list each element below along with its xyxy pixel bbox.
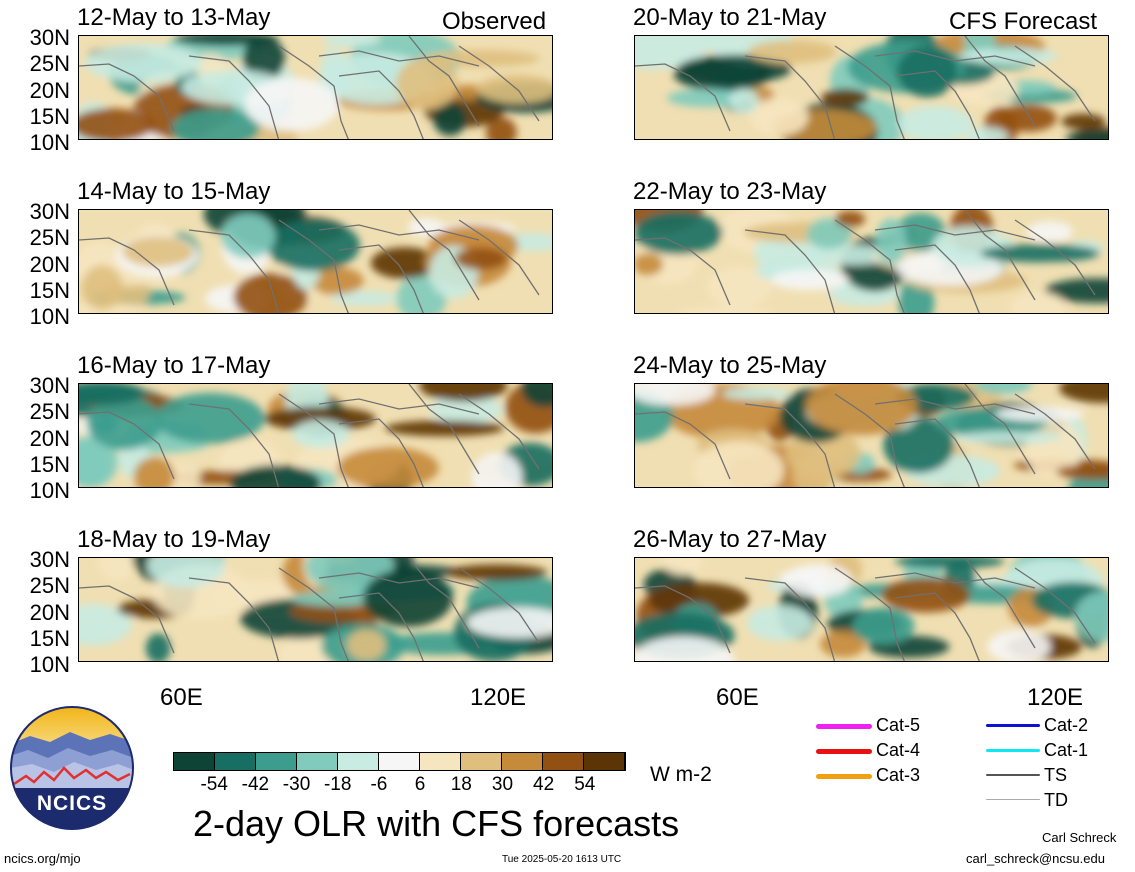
colorbar-label: -30 (282, 774, 311, 795)
panel-title: 14-May to 15-May (77, 178, 271, 205)
legend-label: Cat-2 (1044, 715, 1089, 735)
colorbar-label: -18 (323, 774, 352, 795)
lat-label: 30N (29, 373, 70, 398)
colorbar-swatch (502, 753, 543, 770)
olr-map-panel (634, 383, 1109, 488)
lat-label: 25N (29, 399, 70, 424)
lat-label: 20N (29, 252, 70, 277)
colorbar-label: 30 (491, 774, 514, 795)
lat-label: 25N (29, 225, 70, 250)
olr-map-panel (634, 557, 1109, 662)
olr-colorbar (173, 752, 626, 771)
olr-map-panel (78, 35, 553, 140)
legend-swatch (986, 724, 1040, 727)
ncics-logo: NCICS (10, 706, 134, 830)
observed-label: Observed (442, 8, 547, 35)
olr-map-panel (78, 209, 553, 314)
lat-label: 30N (29, 547, 70, 572)
panel-title: 20-May to 21-May (633, 4, 827, 31)
lon-label: 60E (716, 684, 759, 711)
colorbar-swatch (338, 753, 379, 770)
colorbar-swatch (584, 753, 625, 770)
lat-label: 25N (29, 573, 70, 598)
legend-swatch (986, 749, 1040, 752)
colorbar-label: 42 (533, 774, 555, 795)
source-url: ncics.org/mjo (4, 851, 81, 866)
author-name: Carl Schreck (1042, 830, 1117, 845)
panel-title: 18-May to 19-May (77, 526, 271, 553)
colorbar-swatch (420, 753, 461, 770)
lat-label: 25N (29, 51, 70, 76)
lon-label: 60E (160, 684, 203, 711)
colorbar-swatch (215, 753, 256, 770)
legend-label: Cat-4 (876, 740, 921, 760)
legend-swatch (816, 749, 872, 754)
panel-title: 26-May to 27-May (633, 526, 827, 553)
legend-swatch (816, 724, 872, 729)
panel-title: 16-May to 17-May (77, 352, 271, 379)
colorbar-swatch (379, 753, 420, 770)
panel-title: 24-May to 25-May (633, 352, 827, 379)
olr-map-panel (634, 35, 1109, 140)
colorbar-swatch (256, 753, 297, 770)
lon-label: 120E (470, 684, 527, 711)
lat-label: 10N (29, 304, 70, 329)
legend-swatch (986, 774, 1040, 776)
lat-label: 30N (29, 25, 70, 50)
lat-label: 30N (29, 199, 70, 224)
lat-label: 15N (29, 452, 70, 477)
olr-map-panel (78, 383, 553, 488)
colorbar-label: 6 (414, 774, 426, 795)
lat-label: 10N (29, 478, 70, 503)
colorbar-label: -42 (241, 774, 270, 795)
colorbar-label: -6 (370, 774, 388, 795)
colorbar-label: 54 (574, 774, 596, 795)
lat-label: 10N (29, 652, 70, 677)
lat-label: 15N (29, 278, 70, 303)
lon-label: 120E (1027, 684, 1084, 711)
legend-label: TD (1044, 790, 1068, 810)
colorbar-label: -54 (200, 774, 228, 795)
colorbar-swatch (543, 753, 584, 770)
colorbar-swatch (461, 753, 502, 770)
colorbar-units: W m-2 (650, 763, 712, 786)
lat-label: 10N (29, 130, 70, 155)
colorbar-swatch (297, 753, 338, 770)
lat-label: 20N (29, 600, 70, 625)
legend-label: Cat-3 (876, 765, 921, 785)
legend-swatch (986, 799, 1040, 800)
legend-label: TS (1044, 765, 1068, 785)
legend-label: Cat-1 (1044, 740, 1089, 760)
olr-map-panel (634, 209, 1109, 314)
panel-title: 12-May to 13-May (77, 4, 271, 31)
logo-text: NCICS (36, 792, 108, 815)
timestamp: Tue 2025-05-20 1613 UTC (502, 854, 622, 865)
lat-label: 20N (29, 78, 70, 103)
forecast-label: CFS Forecast (949, 8, 1098, 35)
olr-map-panel (78, 557, 553, 662)
legend-label: Cat-5 (876, 715, 921, 735)
lat-label: 15N (29, 626, 70, 651)
colorbar-swatch (174, 753, 215, 770)
panel-title: 22-May to 23-May (633, 178, 827, 205)
author-email: carl_schreck@ncsu.edu (966, 851, 1105, 866)
lat-label: 20N (29, 426, 70, 451)
colorbar-label: 18 (450, 774, 472, 795)
lat-label: 15N (29, 104, 70, 129)
legend-swatch (816, 774, 872, 779)
figure-title: 2-day OLR with CFS forecasts (193, 803, 680, 844)
